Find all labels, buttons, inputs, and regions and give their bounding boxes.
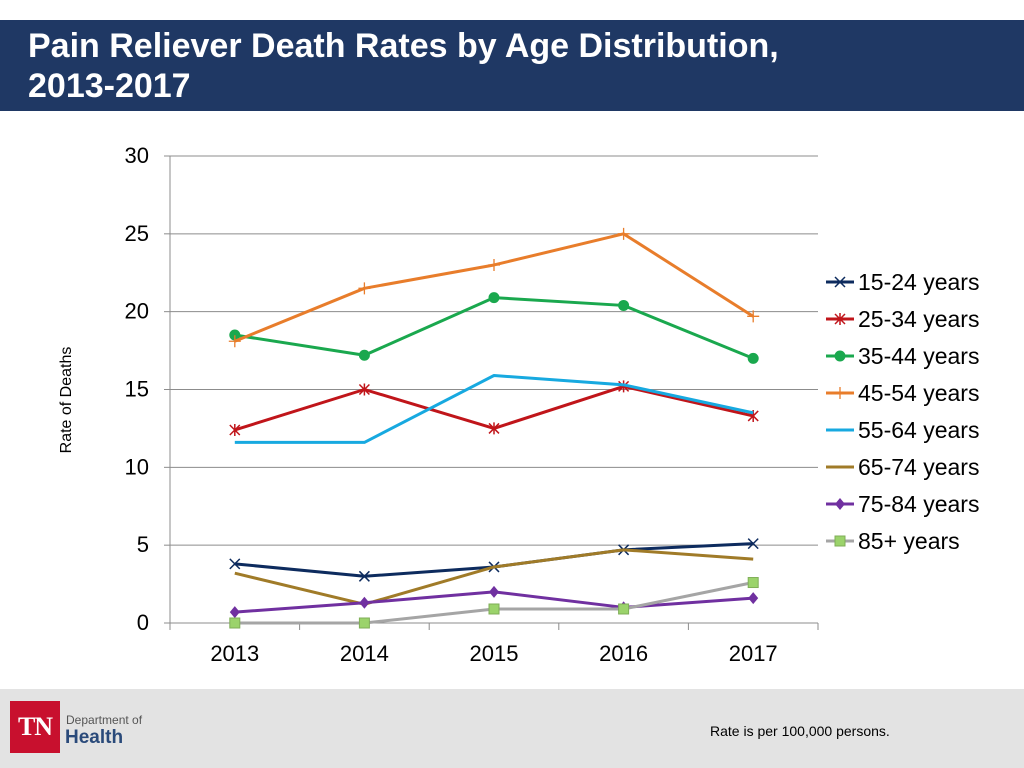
series-55-64-years <box>234 373 754 444</box>
tn-health-logo: TN Department of Health <box>10 701 150 761</box>
tn-logo-mark: TN <box>10 701 60 753</box>
x-tick-label: 2014 <box>340 641 389 666</box>
data-point-75-84-years <box>359 596 370 609</box>
logo-health-text: Health <box>65 727 124 748</box>
y-tick-label: 30 <box>125 143 149 168</box>
y-tick-label: 0 <box>137 610 149 635</box>
x-tick-label: 2015 <box>470 641 519 666</box>
data-point-45-54-years <box>488 258 500 271</box>
y-axis-label: Rate of Deaths <box>58 347 75 454</box>
data-point-35-44-years <box>488 292 500 304</box>
data-point-25-34-years <box>229 423 241 436</box>
data-point-45-54-years <box>747 310 760 323</box>
legend-swatch-marker <box>834 276 846 288</box>
series-layer <box>228 227 760 629</box>
title-bar: Pain Reliever Death Rates by Age Distrib… <box>0 20 1024 111</box>
data-point-85-years <box>747 577 759 589</box>
series-line-55-64-years <box>234 373 754 444</box>
series-85-years <box>229 577 759 629</box>
data-point-85-years <box>358 617 370 629</box>
data-point-35-44-years <box>358 349 370 361</box>
data-point-85-years <box>229 617 241 629</box>
legend-item-55-64-years: 55-64 years <box>826 417 979 443</box>
data-point-15-24-years <box>358 570 370 582</box>
legend-label: 55-64 years <box>858 417 979 443</box>
legend-label: 35-44 years <box>858 343 979 369</box>
data-point-15-24-years <box>747 538 759 550</box>
legend-label: 75-84 years <box>858 491 979 517</box>
legend-swatch-marker <box>834 350 846 362</box>
data-point-45-54-years <box>228 335 241 348</box>
logo-department-text: Department of <box>66 713 143 727</box>
series-65-74-years <box>234 548 754 606</box>
footer: TN Department of Health Rate is per 100,… <box>0 689 1024 768</box>
data-point-45-54-years <box>617 227 630 240</box>
series-line-15-24-years <box>234 542 754 578</box>
legend-swatch-marker <box>834 387 846 399</box>
data-point-25-34-years <box>488 422 500 435</box>
y-tick-label: 25 <box>125 221 149 246</box>
y-tick-label: 5 <box>137 532 149 557</box>
legend-item-65-74-years: 65-74 years <box>826 454 979 480</box>
data-point-15-24-years <box>229 558 241 570</box>
legend-item-15-24-years: 15-24 years <box>826 269 979 295</box>
series-line-65-74-years <box>234 548 754 606</box>
legend-swatch-marker <box>834 313 846 325</box>
legend-item-85-years: 85+ years <box>826 528 960 554</box>
legend-swatch-marker <box>835 498 845 510</box>
data-point-85-years <box>488 603 500 615</box>
legend-label: 45-54 years <box>858 380 979 406</box>
series-25-34-years <box>229 380 759 436</box>
data-point-75-84-years <box>489 585 499 598</box>
page-title: Pain Reliever Death Rates by Age Distrib… <box>28 27 779 105</box>
data-point-85-years <box>618 603 630 615</box>
y-tick-label: 15 <box>125 377 149 402</box>
legend-item-35-44-years: 35-44 years <box>826 343 979 369</box>
data-point-25-34-years <box>618 380 630 393</box>
legend-label: 15-24 years <box>858 269 979 295</box>
series-35-44-years <box>229 292 759 364</box>
x-tick-label: 2013 <box>210 641 259 666</box>
data-point-75-84-years <box>748 592 759 605</box>
data-point-75-84-years <box>229 606 240 619</box>
legend-label: 85+ years <box>858 528 960 554</box>
legend-item-45-54-years: 45-54 years <box>826 380 979 406</box>
data-point-25-34-years <box>358 383 370 396</box>
axis-layer: 0 5 10 15 20 25 30 2013 2014 2015 2016 2017 <box>125 143 819 666</box>
x-tick-label: 2017 <box>729 641 778 666</box>
y-tick-label: 20 <box>125 299 149 324</box>
data-point-35-44-years <box>747 352 759 364</box>
x-tick-label: 2016 <box>599 641 648 666</box>
legend-label: 65-74 years <box>858 454 979 480</box>
line-chart: 0 5 10 15 20 25 30 2013 2014 2015 2016 2017 15-24 y… <box>58 143 979 666</box>
series-45-54-years <box>228 227 760 348</box>
data-point-45-54-years <box>358 282 371 295</box>
series-line-35-44-years <box>234 296 754 360</box>
legend-item-75-84-years: 75-84 years <box>826 491 979 517</box>
legend: 15-24 years 25-34 years 35-44 years 45-54 y… <box>826 269 979 554</box>
rate-footnote: Rate is per 100,000 persons. <box>710 723 890 739</box>
legend-item-25-34-years: 25-34 years <box>826 306 979 332</box>
legend-swatch-marker <box>834 535 846 547</box>
y-tick-label: 10 <box>125 454 149 479</box>
grid-layer <box>170 155 818 546</box>
legend-label: 25-34 years <box>858 306 979 332</box>
data-point-35-44-years <box>618 299 630 311</box>
